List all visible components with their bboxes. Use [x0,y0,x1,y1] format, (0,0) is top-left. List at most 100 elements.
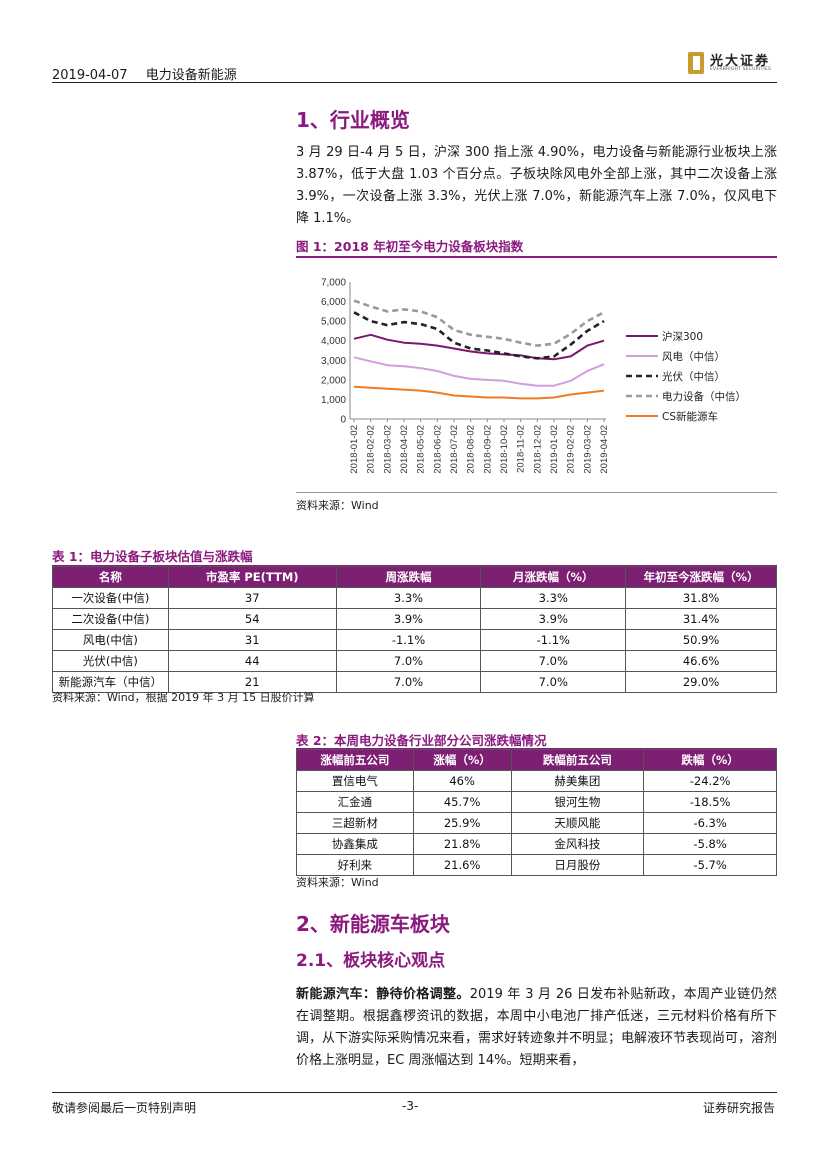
series-line-0 [353,333,605,361]
valuation-table: 名称 市盈率 PE(TTM) 周涨跌幅 月涨跌幅（%） 年初至今涨跌幅（%） 一次设备(… [52,566,777,693]
table1-cell: 50.9% [625,629,777,651]
legend-label-2: 光伏（中信） [662,370,725,383]
legend-label-1: 风电（中信） [662,350,725,363]
table1-top-rule [52,565,777,567]
x-tick-label: 2018-12-02 [532,425,543,474]
y-axis: 7,000 6,000 5,000 4,000 3,000 2,000 1,000 0 [321,278,351,426]
series-line-3 [353,299,605,347]
table2-row: 协鑫集成 21.8% 金风科技 -5.8% [296,833,777,855]
table1-row: 风电(中信) 31 -1.1% -1.1% 50.9% [52,629,777,651]
series-line-4 [353,385,605,400]
table2-header-cell: 涨幅前五公司 [296,749,414,771]
x-tick-label: 2019-03-02 [582,425,593,474]
page-header: 2019-04-07 电力设备新能源 [52,64,251,83]
table1-cell: 3.9% [335,608,482,630]
y-tick-label: 2,000 [321,375,346,386]
table1-cell: 二次设备(中信) [52,608,169,630]
table2-cell: 25.9% [412,812,512,834]
logo-name: 光大证券 [710,54,771,69]
table2-cell: 46% [412,770,512,792]
section2-para-body: 2019 年 3 月 26 日发布补贴新政，本周产业链仍然在调整期。根据鑫椤资讯… [296,987,778,1068]
table1-cell: 31 [167,629,337,651]
table1-cell: 21 [167,671,337,693]
logo-subtitle: EVERBRIGHT SECURITIES [710,67,772,72]
table1-row: 新能源汽车（中信） 21 7.0% 7.0% 29.0% [52,671,777,693]
table1-cell: 3.3% [335,587,482,609]
table2-header-cell: 跌幅前五公司 [510,749,645,771]
series-line-2 [353,311,605,360]
report-section: 电力设备新能源 [145,68,237,83]
table2-row: 好利来 21.6% 日月股份 -5.7% [296,854,777,876]
x-tick-label: 2018-09-02 [482,425,493,474]
legend-label-0: 沪深300 [662,330,703,343]
table1-cell: 光伏(中信) [52,650,169,672]
table2-cell: 日月股份 [510,854,645,876]
table2-cell: 汇金通 [296,791,414,813]
table1-cell: 3.9% [480,608,627,630]
table1-cell: 风电(中信) [52,629,169,651]
x-tick-label: 2018-02-02 [366,425,377,474]
x-tick-label: 2018-06-02 [432,425,443,474]
table2-cell: 45.7% [412,791,512,813]
table2-cell: 银河生物 [510,791,645,813]
table2-cell: 天顺风能 [510,812,645,834]
x-tick-label: 2018-10-02 [499,425,510,474]
table1-cell: 31.4% [625,608,777,630]
chart-series [353,299,605,400]
table1-cell: 7.0% [335,650,482,672]
x-tick-label: 2019-04-02 [599,425,610,474]
table2-cell: 金风科技 [510,833,645,855]
section1-title: 1、行业概览 [296,108,410,132]
table1-row: 光伏(中信) 44 7.0% 7.0% 46.6% [52,650,777,672]
x-tick-label: 2019-02-02 [566,425,577,474]
legend-label-3: 电力设备（中信） [662,390,746,403]
table1-cell: 一次设备(中信) [52,587,169,609]
figure1-bottom-rule [296,492,777,493]
table1-cell: 37 [167,587,337,609]
y-tick-label: 1,000 [321,395,346,406]
table1-cell: 7.0% [480,671,627,693]
x-tick-label: 2018-04-02 [399,425,410,474]
table2-source: 资料来源：Wind [296,876,379,889]
table2-cell: 好利来 [296,854,414,876]
table1-header-cell: 月涨跌幅（%） [480,566,627,588]
table1-header-cell: 周涨跌幅 [335,566,482,588]
table1-cell: -1.1% [335,629,482,651]
table2-cell: 三超新材 [296,812,414,834]
table2-header-cell: 跌幅（%） [643,749,777,771]
x-tick-label: 2018-08-02 [466,425,477,474]
table2-row: 汇金通 45.7% 银河生物 -18.5% [296,791,777,813]
chart-legend: 沪深300 风电（中信） 光伏（中信） 电力设备（中信） CS新能源车 [626,330,746,423]
table2-cell: 21.8% [412,833,512,855]
table2-cell: -6.3% [643,812,777,834]
company-logo: 光大证券 EVERBRIGHT SECURITIES [688,50,778,78]
table2-cell: -24.2% [643,770,777,792]
table1-row: 一次设备(中信) 37 3.3% 3.3% 31.8% [52,587,777,609]
table1-header-cell: 名称 [52,566,169,588]
figure1-top-rule [296,256,777,258]
page-number: -3- [402,1099,419,1113]
x-tick-label: 2019-01-02 [549,425,560,474]
x-axis: 2018-01-02 2018-02-02 2018-03-02 2018-04-02… [349,418,610,474]
section2-paragraph: 新能源汽车：静待价格调整。2019 年 3 月 26 日发布补贴新政，本周产业链… [296,984,777,1072]
table1-cell: -1.1% [480,629,627,651]
y-tick-label: 6,000 [321,297,346,308]
table1-header-cell: 年初至今涨跌幅（%） [625,566,777,588]
section2-subtitle: 2.1、板块核心观点 [296,951,446,971]
y-tick-label: 0 [340,415,346,426]
logo-mark-icon [688,52,704,74]
table2-top-rule [296,748,777,750]
table1-cell: 3.3% [480,587,627,609]
y-tick-label: 7,000 [321,278,346,289]
table2-cell: 赫美集团 [510,770,645,792]
table2-row: 三超新材 25.9% 天顺风能 -6.3% [296,812,777,834]
x-tick-label: 2018-01-02 [349,425,360,474]
index-line-chart: 7,000 6,000 5,000 4,000 3,000 2,000 1,000 0 201… [321,278,746,474]
table1-cell: 46.6% [625,650,777,672]
table1-row: 二次设备(中信) 54 3.9% 3.9% 31.4% [52,608,777,630]
section1-paragraph: 3 月 29 日-4 月 5 日，沪深 300 指上涨 4.90%，电力设备与新… [296,145,777,226]
y-tick-label: 3,000 [321,356,346,367]
movers-table: 涨幅前五公司 涨幅（%） 跌幅前五公司 跌幅（%） 置信电气 46% 赫美集团 -24.2%… [296,749,777,876]
table2-cell: 置信电气 [296,770,414,792]
x-tick-label: 2018-07-02 [449,425,460,474]
